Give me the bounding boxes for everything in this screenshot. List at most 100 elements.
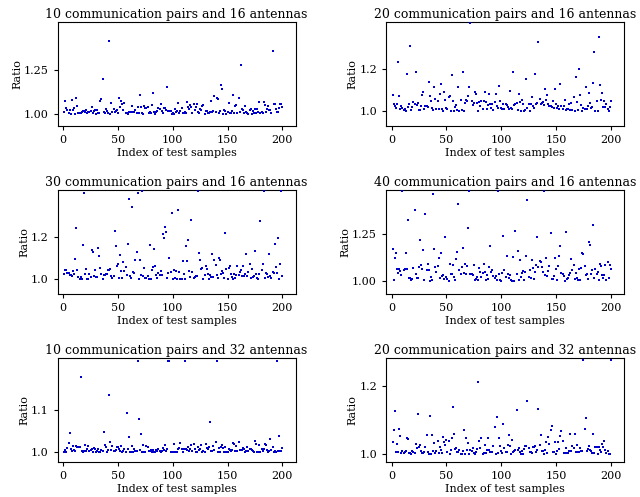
Point	[472, 99, 482, 107]
Point	[433, 262, 443, 270]
Point	[479, 449, 489, 457]
Point	[172, 107, 182, 115]
Point	[516, 107, 526, 115]
Point	[522, 196, 532, 204]
Point	[534, 441, 545, 449]
Point	[474, 97, 484, 105]
Point	[405, 274, 415, 282]
Point	[437, 449, 447, 457]
Point	[463, 92, 474, 100]
Point	[166, 448, 177, 456]
Point	[174, 108, 184, 116]
Point	[547, 421, 557, 429]
Point	[418, 246, 428, 254]
Point	[491, 272, 501, 280]
Point	[452, 448, 463, 456]
Point	[143, 275, 154, 283]
Point	[250, 247, 260, 255]
Point	[120, 109, 131, 117]
Point	[84, 447, 95, 455]
Point	[97, 75, 108, 83]
Point	[425, 92, 435, 100]
Point	[124, 108, 134, 116]
Point	[472, 273, 482, 281]
Point	[518, 266, 528, 274]
Point	[552, 104, 562, 112]
Point	[231, 442, 241, 450]
Point	[60, 96, 70, 104]
Point	[571, 73, 581, 81]
Point	[162, 83, 172, 91]
Point	[425, 412, 435, 420]
Point	[102, 107, 112, 115]
Point	[507, 277, 517, 285]
Point	[519, 276, 529, 284]
Point	[186, 103, 196, 111]
Point	[422, 431, 432, 439]
Point	[567, 106, 577, 114]
Point	[86, 445, 97, 453]
Point	[468, 271, 478, 279]
Point	[536, 99, 547, 107]
Point	[114, 274, 124, 282]
Point	[249, 272, 259, 280]
X-axis label: Index of test samples: Index of test samples	[445, 316, 565, 326]
Point	[63, 269, 74, 277]
Point	[435, 274, 445, 282]
Point	[90, 106, 100, 114]
Point	[74, 273, 84, 281]
Point	[538, 98, 548, 106]
Point	[89, 272, 99, 280]
Point	[238, 262, 248, 270]
Point	[467, 447, 477, 455]
Point	[81, 265, 92, 273]
Point	[573, 448, 583, 456]
Point	[97, 446, 107, 454]
Point	[137, 187, 147, 195]
Point	[548, 448, 559, 456]
Point	[550, 254, 560, 262]
Point	[435, 90, 445, 98]
Point	[476, 273, 486, 281]
Point	[513, 276, 524, 284]
Point	[410, 270, 420, 278]
Point	[587, 449, 597, 457]
Point	[557, 270, 568, 278]
Point	[505, 442, 515, 450]
Point	[449, 107, 459, 115]
Point	[77, 448, 88, 456]
Point	[488, 272, 499, 280]
Point	[452, 248, 463, 255]
Point	[430, 449, 440, 457]
Point	[123, 110, 133, 118]
Point	[212, 448, 223, 456]
Point	[97, 95, 107, 103]
Point	[89, 444, 99, 452]
Point	[533, 38, 543, 46]
Point	[579, 356, 589, 364]
Point	[228, 438, 238, 446]
Point	[542, 91, 552, 99]
Point	[135, 446, 145, 454]
Point	[266, 109, 276, 117]
Point	[582, 445, 593, 453]
Point	[129, 108, 140, 116]
Point	[148, 89, 158, 97]
Point	[74, 109, 84, 117]
Point	[228, 91, 238, 99]
Point	[170, 274, 180, 282]
Point	[556, 427, 566, 435]
Point	[408, 263, 419, 271]
Point	[165, 448, 175, 456]
Point	[209, 446, 220, 454]
Point	[215, 107, 225, 115]
Point	[506, 104, 516, 112]
Point	[474, 264, 484, 272]
Point	[120, 267, 130, 275]
Point	[589, 449, 600, 457]
Point	[103, 109, 113, 117]
Point	[604, 107, 614, 115]
Point	[211, 357, 221, 365]
Point	[198, 275, 209, 283]
Point	[540, 84, 550, 92]
